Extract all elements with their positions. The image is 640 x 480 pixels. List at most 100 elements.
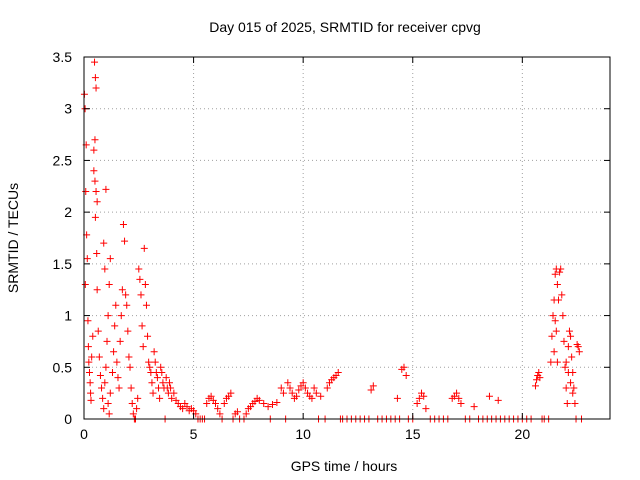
data-point	[101, 265, 109, 273]
y-tick-label: 0	[64, 411, 72, 427]
data-point	[393, 394, 401, 402]
data-point	[88, 353, 96, 361]
data-point	[87, 396, 95, 404]
data-point	[317, 392, 325, 400]
data-point	[90, 146, 98, 154]
data-point	[86, 379, 94, 387]
data-point	[121, 237, 129, 245]
data-point	[273, 398, 281, 406]
data-point	[220, 399, 228, 407]
data-point	[551, 270, 559, 278]
data-point	[153, 374, 161, 382]
data-point	[570, 384, 578, 392]
data-point	[95, 353, 103, 361]
data-point	[124, 327, 132, 335]
data-point	[112, 301, 120, 309]
data-point	[146, 363, 154, 371]
data-point	[277, 384, 285, 392]
x-axis-title: GPS time / hours	[291, 458, 398, 474]
data-point	[141, 281, 149, 289]
data-point	[216, 410, 224, 418]
data-point	[295, 386, 303, 394]
x-tick-label: 10	[295, 426, 311, 442]
data-point	[568, 353, 576, 361]
data-point	[125, 353, 133, 361]
data-point	[233, 408, 241, 416]
data-point	[117, 312, 125, 320]
data-point	[562, 384, 570, 392]
data-point	[457, 399, 465, 407]
y-tick-label: 2.5	[53, 152, 73, 168]
x-tick-label: 20	[515, 426, 531, 442]
y-tick-label: 2	[64, 204, 72, 220]
y-tick-label: 1.5	[53, 256, 73, 272]
data-point	[104, 312, 112, 320]
data-point	[81, 281, 89, 289]
data-point	[279, 389, 287, 397]
data-point	[105, 410, 113, 418]
data-point	[138, 322, 146, 330]
data-point	[574, 343, 582, 351]
data-point	[168, 394, 176, 402]
data-point	[119, 221, 127, 229]
data-point	[98, 384, 106, 392]
y-axis-title: SRMTID / TECUs	[5, 183, 21, 293]
data-point	[312, 389, 320, 397]
data-point	[334, 368, 342, 376]
x-tick-label: 15	[405, 426, 421, 442]
data-point	[203, 399, 211, 407]
data-point	[102, 363, 110, 371]
data-point	[93, 286, 101, 294]
data-point	[82, 187, 90, 195]
data-point	[455, 394, 463, 402]
data-point	[420, 392, 428, 400]
data-point	[557, 265, 565, 273]
data-point	[284, 379, 292, 387]
data-point	[552, 327, 560, 335]
data-point	[310, 384, 318, 392]
data-point	[550, 348, 558, 356]
data-point	[92, 84, 100, 92]
data-point	[159, 379, 167, 387]
data-point	[134, 394, 142, 402]
data-point	[165, 379, 173, 387]
data-point	[564, 343, 572, 351]
data-point	[179, 405, 187, 413]
plot-frame	[83, 56, 611, 420]
data-point	[556, 268, 564, 276]
data-point	[156, 394, 164, 402]
data-point	[140, 244, 148, 252]
data-point	[104, 399, 112, 407]
data-point	[531, 382, 539, 390]
data-point	[145, 358, 153, 366]
data-point	[260, 399, 268, 407]
data-point	[567, 332, 575, 340]
data-point	[91, 136, 99, 144]
data-point	[90, 167, 98, 175]
data-point	[89, 332, 97, 340]
tick-layer: 0 5 10 15 20 0 0.5 1 1.5 2 2.5 3 3.5	[53, 49, 610, 442]
x-tick-label: 0	[80, 426, 88, 442]
data-point	[157, 363, 165, 371]
data-point	[87, 389, 95, 397]
data-point	[137, 291, 145, 299]
data-point	[103, 337, 111, 345]
data-point	[101, 379, 109, 387]
data-point	[170, 389, 178, 397]
data-point	[567, 379, 575, 387]
data-point	[422, 405, 430, 413]
data-point	[242, 410, 250, 418]
grid-layer	[84, 57, 610, 419]
data-point	[114, 374, 122, 382]
data-point	[84, 343, 92, 351]
data-point	[91, 74, 99, 82]
data-point	[118, 286, 126, 294]
data-point	[149, 389, 157, 397]
data-point	[106, 255, 114, 263]
data-point	[227, 389, 235, 397]
data-point	[559, 312, 567, 320]
data-point	[93, 250, 101, 258]
data-point	[110, 348, 118, 356]
data-point	[415, 394, 423, 402]
data-point	[100, 239, 108, 247]
